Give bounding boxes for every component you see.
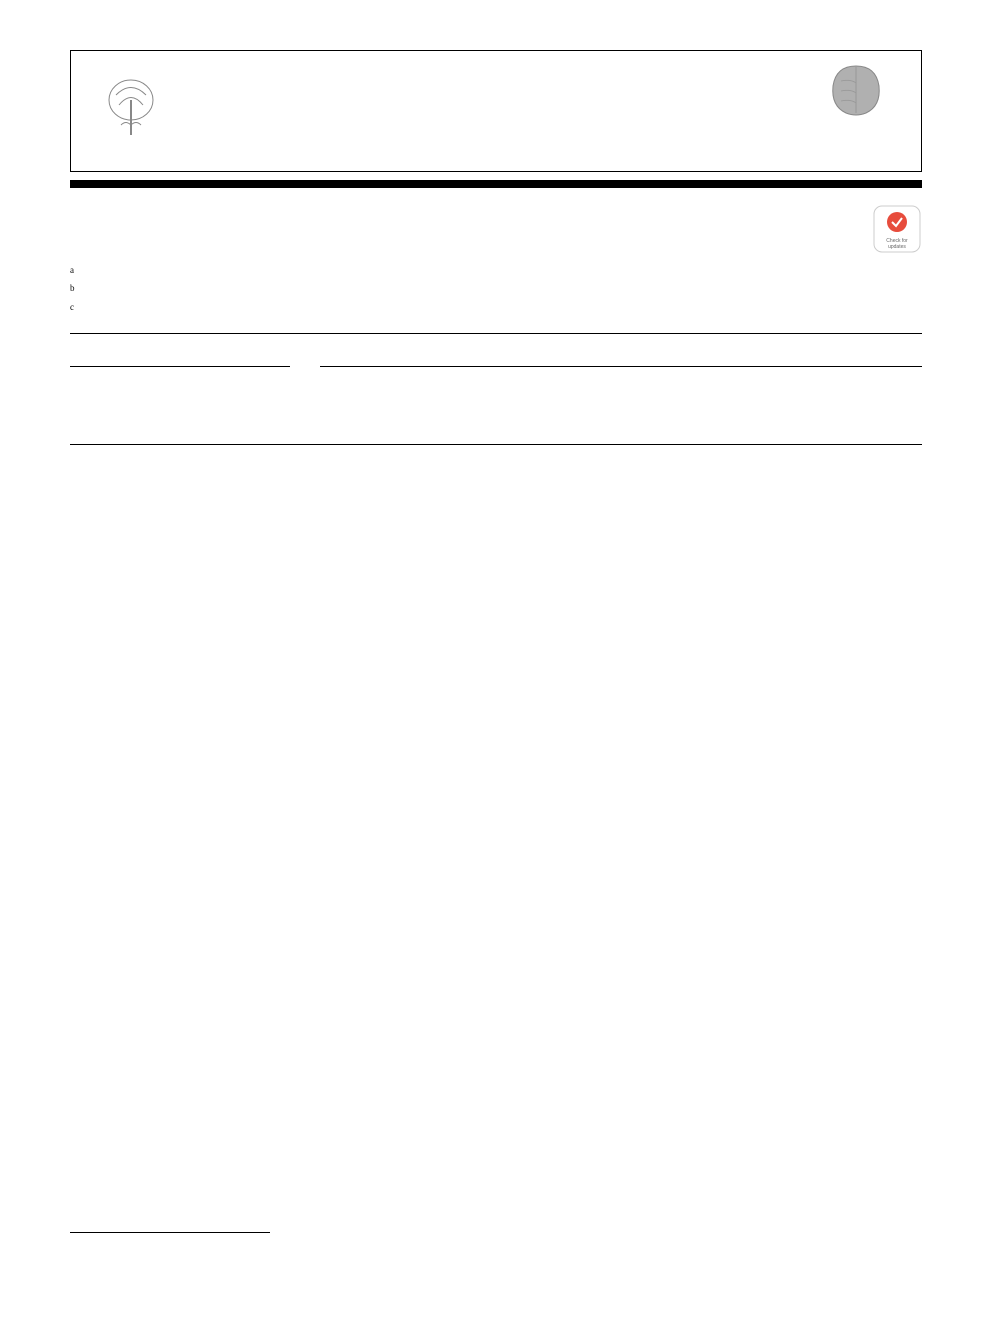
affiliation-a: a (70, 264, 922, 282)
footer (70, 1232, 922, 1293)
info-abstract-row (70, 334, 922, 446)
abbreviations (70, 1241, 922, 1255)
corresponding-author (70, 1255, 922, 1269)
left-column (70, 475, 481, 489)
right-column (511, 475, 922, 489)
affiliation-b: b (70, 282, 922, 300)
info-divider (70, 366, 290, 367)
email-line (70, 1269, 922, 1283)
journal-cover-logo[interactable] (801, 61, 911, 161)
abstract-divider (320, 366, 922, 367)
footer-divider (70, 1232, 270, 1233)
check-updates-icon[interactable]: Check for updates (872, 204, 922, 254)
header-divider-bar (70, 180, 922, 188)
header-center (191, 102, 791, 120)
svg-text:updates: updates (888, 244, 906, 250)
page-container: Check for updates a b c (0, 0, 992, 1323)
affiliations: a b c (70, 264, 922, 319)
affiliation-c: c (70, 301, 922, 319)
title-row: Check for updates (70, 204, 922, 254)
elsevier-tree-icon (101, 75, 161, 145)
abstract-column (320, 352, 922, 427)
abstract-text (320, 377, 922, 427)
body-columns (70, 475, 922, 489)
brain-icon (821, 61, 891, 121)
journal-header (70, 50, 922, 172)
elsevier-logo[interactable] (81, 61, 181, 161)
article-info-column (70, 352, 320, 427)
